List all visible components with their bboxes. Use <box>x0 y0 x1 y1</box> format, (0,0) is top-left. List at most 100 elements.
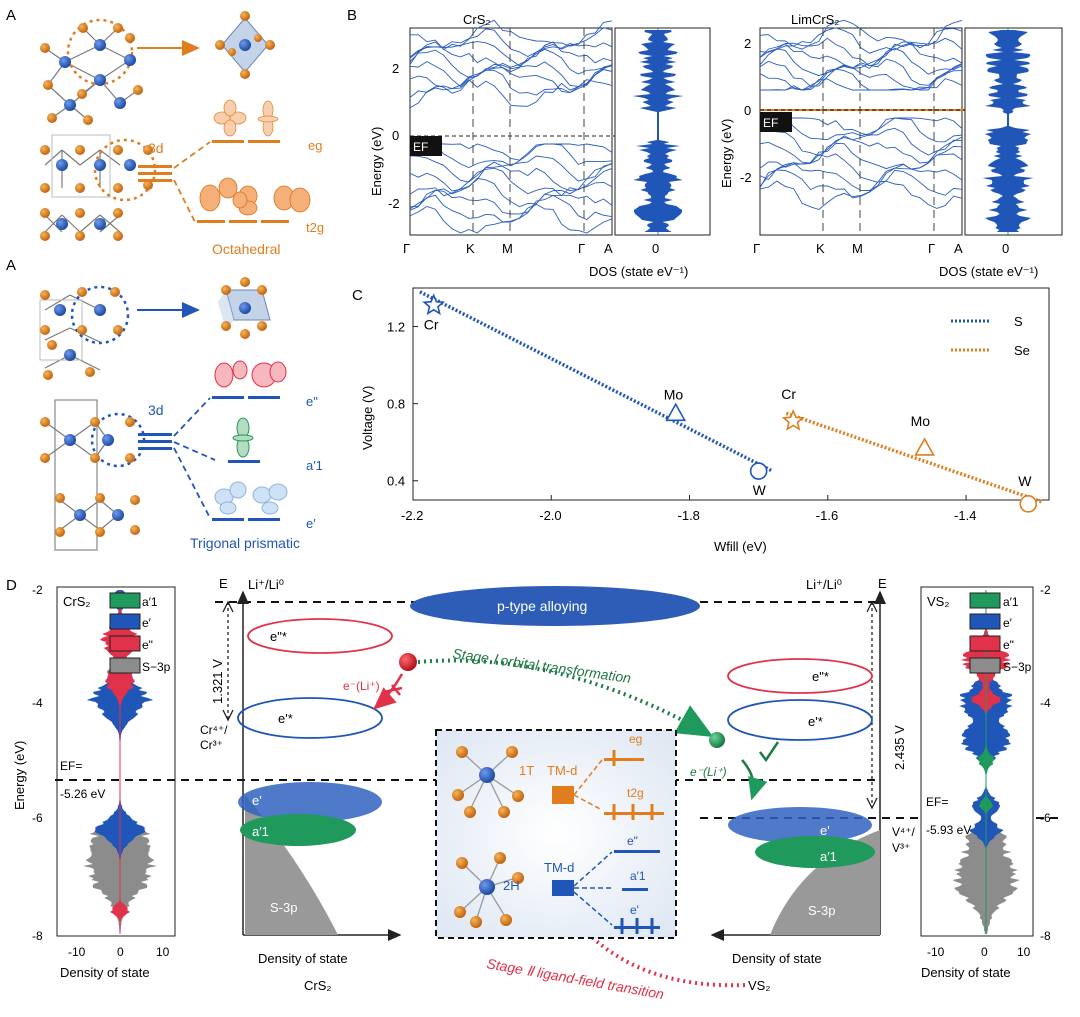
t2g-label: t2g <box>306 220 324 235</box>
pdos-right-xlabel: Density of state <box>921 965 1011 980</box>
pdos-right-xtick-1: -10 <box>927 945 945 959</box>
band-left-ytick-1: 2 <box>392 61 399 76</box>
bandsRight-band-10 <box>759 117 963 143</box>
chart-ylabel: Voltage (V) <box>360 386 375 450</box>
octahedral-structure <box>40 18 157 241</box>
pdos-left-ytick-4: -8 <box>32 929 43 943</box>
pdos-right-ytick-4: -8 <box>1040 929 1051 943</box>
electron-left-label: e⁻(Li⁺) <box>343 679 380 693</box>
chart-xtick-label-2: -1.8 <box>678 508 700 523</box>
pdos-right-a1 <box>978 590 994 934</box>
bandsRight-band-3 <box>759 43 963 69</box>
panel-a-label-2: A <box>6 257 16 274</box>
bandsLeft-band-4 <box>409 48 613 78</box>
inset-e1: e' <box>630 903 639 917</box>
right-e2-star-band <box>727 658 873 694</box>
pdos-right: VS₂ a′1 e′ e" S−3p -2 -4 -6 -8 EF= -5.93… <box>920 583 1051 980</box>
panel-c: C Voltage (V) Wfill (eV) -2.2 -2.0 -1.8 -1.… <box>352 287 1050 554</box>
pdos-right-ytick-2: -4 <box>1040 696 1051 710</box>
bandsLeft-band-13 <box>409 167 613 197</box>
bandsLeft-band-6 <box>409 64 613 94</box>
left-e1-band <box>238 782 382 822</box>
octahedral-3d-label: 3d <box>148 140 164 156</box>
panel-b-label: B <box>347 7 357 24</box>
pdos-right-legend-e1: e′ <box>1003 616 1013 630</box>
a1-orbital-icon <box>232 417 254 458</box>
inset-a1: a′1 <box>630 869 646 883</box>
point-se-mo <box>914 437 935 456</box>
dos-left-label: DOS (state eV⁻¹) <box>589 264 688 279</box>
bandsRight-band-11 <box>759 127 963 157</box>
band-left-kpt-1: K <box>466 241 475 256</box>
panel-b-left-title: CrS₂ <box>463 12 490 27</box>
bandsLeft-band-10 <box>409 143 613 168</box>
pdos-left-xtick-3: 10 <box>156 945 170 959</box>
right-a1-label: a′1 <box>820 849 837 864</box>
chart-xtick-label-0: -2.2 <box>401 508 423 523</box>
panel-b-right-title: LimCrS₂ <box>791 12 839 27</box>
band-left-kpt-0: Γ <box>403 241 410 256</box>
stage1-label: Stage Ⅰ orbital transformation <box>452 645 633 686</box>
voltage-right: 2.435 V <box>892 725 907 770</box>
panel-b-right-ylabel: Energy (eV) <box>719 119 734 188</box>
scheme-left-dos-label: Density of state <box>258 951 348 966</box>
bandsLeft-band-8 <box>409 79 613 109</box>
electron-left-icon <box>399 653 417 671</box>
band-structure-left: Energy (eV) 2 0 -2 EF Γ K M Γ A <box>369 19 710 256</box>
pdos-right-legend-a1: a′1 <box>1003 595 1019 609</box>
octahedron-icon <box>215 11 275 79</box>
e1-orbital-icon <box>214 481 288 515</box>
dos-right-label: DOS (state eV⁻¹) <box>939 264 1038 279</box>
band-right-kpt-2: M <box>852 241 863 256</box>
inset-tmd-bottom: TM-d <box>544 860 574 875</box>
left-e2-star-label: e"* <box>270 629 287 644</box>
bandsRight-band-0 <box>759 19 963 50</box>
chart-frame <box>412 287 1050 501</box>
eg-orbital-icon <box>213 99 279 137</box>
pdos-right-xtick-3: 10 <box>1017 945 1031 959</box>
band-right-kpt-4: A <box>954 241 963 256</box>
left-e1-label: e' <box>252 793 262 808</box>
redox-right-2: V³⁺ <box>892 841 910 855</box>
point-s-mo-label: Mo <box>664 386 684 402</box>
point-s-cr <box>422 293 446 316</box>
left-e1-star-label: e'* <box>278 711 293 726</box>
pdos-left-legend-s3p: S−3p <box>142 660 171 674</box>
pdos-right-ef-value: -5.93 eV <box>926 823 971 837</box>
bandsLeft-band-15 <box>409 189 613 215</box>
panel-a-label: A <box>6 7 16 24</box>
pdos-left-xtick-2: 0 <box>117 945 124 959</box>
pdos-left-ef-value: -5.26 eV <box>60 787 105 801</box>
voltage-left: 1.321 V <box>210 659 225 704</box>
trigonal-caption: Trigonal prismatic <box>190 535 300 551</box>
inset-2h-label: 2H <box>503 878 520 893</box>
pdos-left: Energy (eV) -2 -4 -6 -8 CrS₂ a′1 e′ e" S… <box>12 583 176 980</box>
scheme-right-e-axis: E <box>878 576 887 591</box>
pdos-left-xlabel: Density of state <box>60 965 150 980</box>
bandsLeft-band-3 <box>409 41 613 72</box>
stage1-arrow <box>417 658 714 737</box>
left-s3p-label: S-3p <box>270 900 297 915</box>
redox-left-1: Cr⁴⁺/ <box>200 723 228 737</box>
pdos-left-e2 <box>100 590 140 934</box>
panel-c-label: C <box>352 287 363 304</box>
inset-e2: e" <box>627 834 638 848</box>
pdos-left-legend-e1: e′ <box>142 616 152 630</box>
bandsRight-band-5 <box>759 58 963 87</box>
pdos-right-legend-s3p: S−3p <box>1003 660 1032 674</box>
point-s-cr-label: Cr <box>424 316 439 332</box>
left-e1-star-band <box>237 697 383 739</box>
chart-xtick-label-1: -2.0 <box>539 508 561 523</box>
panel-b-left-ylabel: Energy (eV) <box>369 127 384 196</box>
bandsRight-band-6 <box>759 63 963 91</box>
right-e1-star-label: e'* <box>808 714 823 729</box>
left-e2-star-band <box>247 618 393 654</box>
band-left-kpt-4: A <box>604 241 613 256</box>
inset-1t-label: 1T <box>519 763 534 778</box>
chart-ytick-label-0: 1.2 <box>387 320 405 335</box>
pdos-left-ylabel: Energy (eV) <box>12 741 27 810</box>
pdos-left-ytick-3: -6 <box>32 811 43 825</box>
chart-xtick-label-4: -1.4 <box>954 508 976 523</box>
octahedral-splitting: 3d eg t2g Oc <box>138 99 324 257</box>
